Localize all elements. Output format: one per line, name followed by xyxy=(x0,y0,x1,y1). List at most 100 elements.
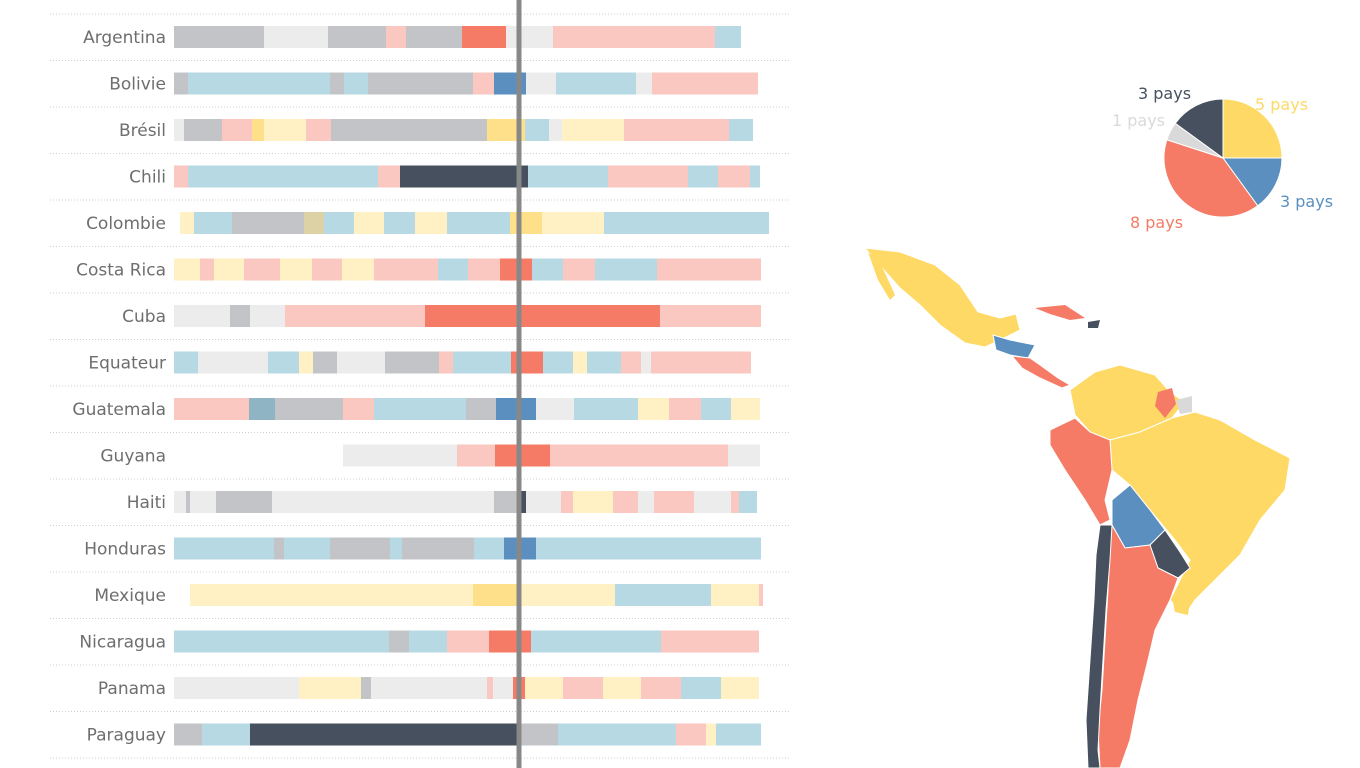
timeline-segment[interactable] xyxy=(493,677,513,699)
timeline-segment[interactable] xyxy=(194,212,232,234)
timeline-segment[interactable] xyxy=(174,491,186,513)
timeline-segment[interactable] xyxy=(494,491,518,513)
timeline-segment[interactable] xyxy=(198,351,268,374)
timeline-segment[interactable] xyxy=(595,258,657,281)
timeline-segment[interactable] xyxy=(473,584,517,606)
timeline-segment[interactable] xyxy=(694,491,731,513)
timeline-segment[interactable] xyxy=(457,444,495,467)
timeline-segment[interactable] xyxy=(474,537,504,560)
map-guatemala-honduras[interactable] xyxy=(992,334,1036,359)
timeline-segment[interactable] xyxy=(604,212,769,234)
timeline-segment[interactable] xyxy=(536,398,574,420)
timeline-segment[interactable] xyxy=(174,398,249,420)
timeline-segment[interactable] xyxy=(415,212,447,234)
timeline-segment[interactable] xyxy=(186,491,190,513)
timeline-segment[interactable] xyxy=(180,212,194,234)
timeline-segment[interactable] xyxy=(731,491,739,513)
pie-slice[interactable] xyxy=(1222,98,1283,159)
timeline-segment[interactable] xyxy=(676,723,706,746)
timeline-segment[interactable] xyxy=(439,351,453,374)
timeline-segment[interactable] xyxy=(447,630,489,653)
timeline-segment[interactable] xyxy=(425,305,660,327)
timeline-segment[interactable] xyxy=(374,258,438,281)
timeline-segment[interactable] xyxy=(706,723,716,746)
timeline-segment[interactable] xyxy=(654,491,694,513)
timeline-segment[interactable] xyxy=(228,72,330,95)
timeline-segment[interactable] xyxy=(447,212,510,234)
timeline-segment[interactable] xyxy=(466,398,496,420)
timeline-segment[interactable] xyxy=(624,119,729,141)
timeline-segment[interactable] xyxy=(200,258,214,281)
timeline-segment[interactable] xyxy=(384,212,415,234)
timeline-segment[interactable] xyxy=(468,258,500,281)
timeline-segment[interactable] xyxy=(389,630,409,653)
timeline-segment[interactable] xyxy=(511,351,543,374)
timeline-segment[interactable] xyxy=(496,398,536,420)
timeline-segment[interactable] xyxy=(651,351,751,374)
timeline-segment[interactable] xyxy=(184,119,222,141)
timeline-segment[interactable] xyxy=(299,677,361,699)
timeline-segment[interactable] xyxy=(331,119,366,141)
timeline-segment[interactable] xyxy=(739,491,757,513)
timeline-segment[interactable] xyxy=(409,630,447,653)
timeline-segment[interactable] xyxy=(518,491,526,513)
timeline-segment[interactable] xyxy=(669,398,701,420)
timeline-segment[interactable] xyxy=(174,723,202,746)
timeline-segment[interactable] xyxy=(603,677,641,699)
timeline-segment[interactable] xyxy=(366,119,487,141)
map-ecuador-peru[interactable] xyxy=(1049,417,1113,526)
timeline-segment[interactable] xyxy=(174,351,198,374)
timeline-segment[interactable] xyxy=(638,491,654,513)
timeline-segment[interactable] xyxy=(285,305,425,327)
timeline-segment[interactable] xyxy=(299,351,313,374)
timeline-segment[interactable] xyxy=(174,258,200,281)
timeline-segment[interactable] xyxy=(264,119,306,141)
timeline-segment[interactable] xyxy=(510,212,542,234)
timeline-segment[interactable] xyxy=(374,398,466,420)
timeline-segment[interactable] xyxy=(526,491,561,513)
timeline-segment[interactable] xyxy=(750,165,760,188)
timeline-segment[interactable] xyxy=(536,537,761,560)
timeline-segment[interactable] xyxy=(549,119,562,141)
timeline-segment[interactable] xyxy=(587,351,621,374)
map-mexico[interactable] xyxy=(863,247,1021,348)
timeline-segment[interactable] xyxy=(312,258,342,281)
timeline-segment[interactable] xyxy=(562,119,624,141)
timeline-segment[interactable] xyxy=(214,258,244,281)
map-central-america-south[interactable] xyxy=(1010,355,1072,389)
timeline-segment[interactable] xyxy=(721,677,759,699)
timeline-segment[interactable] xyxy=(328,26,386,48)
timeline-segment[interactable] xyxy=(525,119,549,141)
timeline-segment[interactable] xyxy=(526,72,556,95)
timeline-segment[interactable] xyxy=(621,351,641,374)
timeline-segment[interactable] xyxy=(711,584,759,606)
timeline-segment[interactable] xyxy=(556,72,636,95)
timeline-segment[interactable] xyxy=(216,491,272,513)
timeline-segment[interactable] xyxy=(661,630,759,653)
timeline-segment[interactable] xyxy=(558,723,676,746)
timeline-segment[interactable] xyxy=(487,119,525,141)
timeline-segment[interactable] xyxy=(615,584,711,606)
timeline-segment[interactable] xyxy=(518,723,558,746)
pie-slice[interactable] xyxy=(1163,139,1259,218)
timeline-segment[interactable] xyxy=(759,584,763,606)
timeline-segment[interactable] xyxy=(608,165,688,188)
timeline-segment[interactable] xyxy=(343,398,374,420)
timeline-segment[interactable] xyxy=(390,537,402,560)
timeline-segment[interactable] xyxy=(525,677,563,699)
timeline-segment[interactable] xyxy=(274,537,284,560)
timeline-segment[interactable] xyxy=(543,351,573,374)
timeline-segment[interactable] xyxy=(174,165,188,188)
timeline-segment[interactable] xyxy=(652,72,758,95)
timeline-segment[interactable] xyxy=(681,677,721,699)
timeline-segment[interactable] xyxy=(174,677,299,699)
timeline-segment[interactable] xyxy=(249,398,275,420)
timeline-segment[interactable] xyxy=(451,72,473,95)
timeline-segment[interactable] xyxy=(280,258,312,281)
timeline-segment[interactable] xyxy=(506,26,553,48)
timeline-segment[interactable] xyxy=(402,537,474,560)
timeline-segment[interactable] xyxy=(324,212,354,234)
timeline-segment[interactable] xyxy=(306,119,331,141)
timeline-segment[interactable] xyxy=(244,258,280,281)
timeline-segment[interactable] xyxy=(232,212,304,234)
